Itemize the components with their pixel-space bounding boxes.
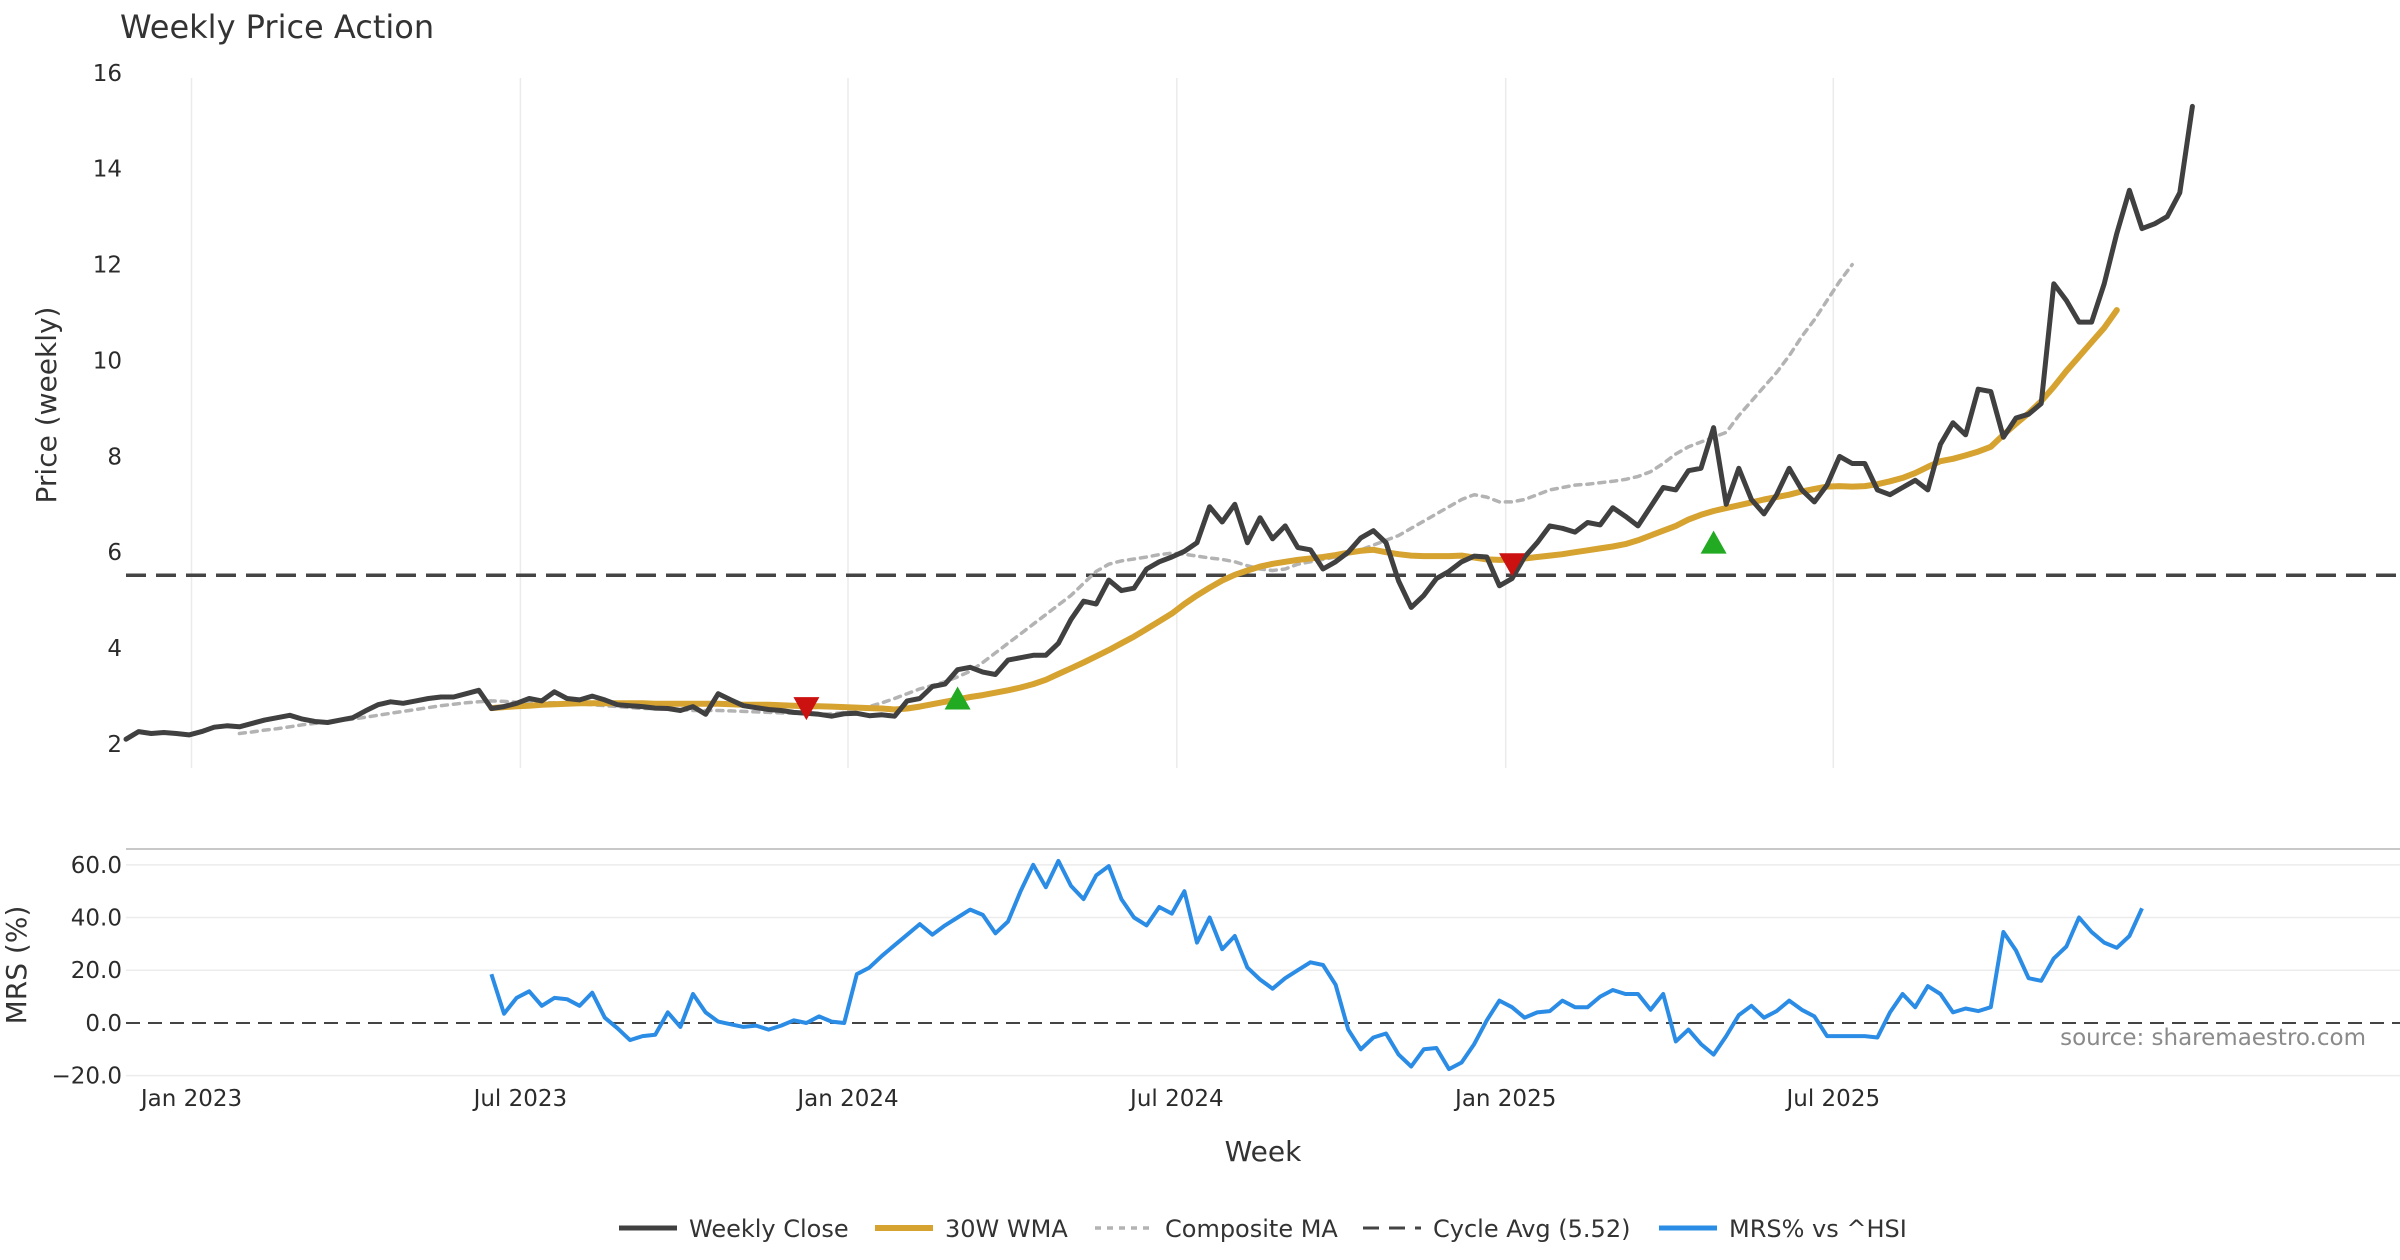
price-series bbox=[123, 103, 2195, 742]
weekly-close-line bbox=[123, 103, 2195, 742]
price-y-ticks: 2 4 6 8 10 12 14 16 bbox=[93, 61, 122, 758]
mrs-y-tick-label: 0.0 bbox=[85, 1011, 122, 1037]
x-axis-ticks: Jan 2023 Jul 2023 Jan 2024 Jul 2024 Jan 2025… bbox=[139, 1086, 1880, 1112]
x-tick-label: Jul 2025 bbox=[1784, 1086, 1880, 1112]
legend-item: Weekly Close bbox=[619, 1215, 849, 1243]
mrs-panel: −20.0 0.0 20.0 40.0 60.0 MRS (%) source: sha… bbox=[0, 848, 2400, 1090]
price-y-tick-label: 6 bbox=[107, 540, 122, 566]
sell-signal-marker bbox=[793, 697, 820, 721]
legend-item: Cycle Avg (5.52) bbox=[1363, 1215, 1630, 1243]
buy-signal-marker bbox=[944, 686, 971, 710]
price-gridlines bbox=[190, 78, 1835, 768]
price-y-tick-label: 8 bbox=[107, 444, 122, 470]
x-tick-label: Jan 2025 bbox=[1453, 1086, 1556, 1112]
price-y-tick-label: 16 bbox=[93, 61, 122, 87]
price-panel: 2 4 6 8 10 12 14 16 Price (weekly) bbox=[30, 61, 2400, 768]
mrs-y-ticks: −20.0 0.0 20.0 40.0 60.0 bbox=[52, 853, 122, 1090]
x-tick-label: Jul 2024 bbox=[1128, 1086, 1224, 1112]
legend: Weekly Close 30W WMA Composite MA Cycle Avg… bbox=[619, 1215, 1907, 1243]
price-y-axis-label: Price (weekly) bbox=[30, 307, 63, 504]
legend-label: Weekly Close bbox=[689, 1215, 849, 1243]
mrs-y-tick-label: 60.0 bbox=[71, 853, 122, 879]
x-tick-label: Jan 2024 bbox=[795, 1086, 898, 1112]
30w-wma-line bbox=[488, 307, 2120, 713]
legend-item: MRS% vs ^HSI bbox=[1659, 1215, 1907, 1243]
legend-item: Composite MA bbox=[1095, 1215, 1338, 1243]
legend-item: 30W WMA bbox=[875, 1215, 1068, 1243]
composite-ma-line bbox=[237, 262, 1854, 736]
x-tick-label: Jul 2023 bbox=[472, 1086, 568, 1112]
chart-title: Weekly Price Action bbox=[120, 8, 434, 46]
price-y-tick-label: 4 bbox=[107, 636, 122, 662]
legend-label: 30W WMA bbox=[945, 1215, 1068, 1243]
mrs-y-tick-label: 20.0 bbox=[71, 958, 122, 984]
sell-signal-marker bbox=[1499, 553, 1525, 577]
legend-label: MRS% vs ^HSI bbox=[1729, 1215, 1907, 1243]
source-watermark: source: sharemaestro.com bbox=[2060, 1025, 2366, 1051]
mrs-gridlines bbox=[126, 864, 2400, 1077]
buy-signal-marker bbox=[1700, 530, 1727, 554]
price-y-tick-label: 2 bbox=[107, 732, 122, 758]
legend-label: Composite MA bbox=[1165, 1215, 1338, 1243]
mrs-line bbox=[489, 858, 2144, 1072]
legend-label: Cycle Avg (5.52) bbox=[1433, 1215, 1630, 1243]
price-y-tick-label: 12 bbox=[93, 253, 122, 279]
mrs-y-axis-label: MRS (%) bbox=[0, 906, 33, 1025]
x-axis-label: Week bbox=[1225, 1135, 1302, 1168]
mrs-y-tick-label: −20.0 bbox=[52, 1064, 122, 1090]
price-y-tick-label: 14 bbox=[93, 157, 122, 183]
price-y-tick-label: 10 bbox=[93, 348, 122, 374]
x-tick-label: Jan 2023 bbox=[139, 1086, 242, 1112]
mrs-y-tick-label: 40.0 bbox=[71, 906, 122, 932]
signal-markers bbox=[793, 530, 1727, 721]
